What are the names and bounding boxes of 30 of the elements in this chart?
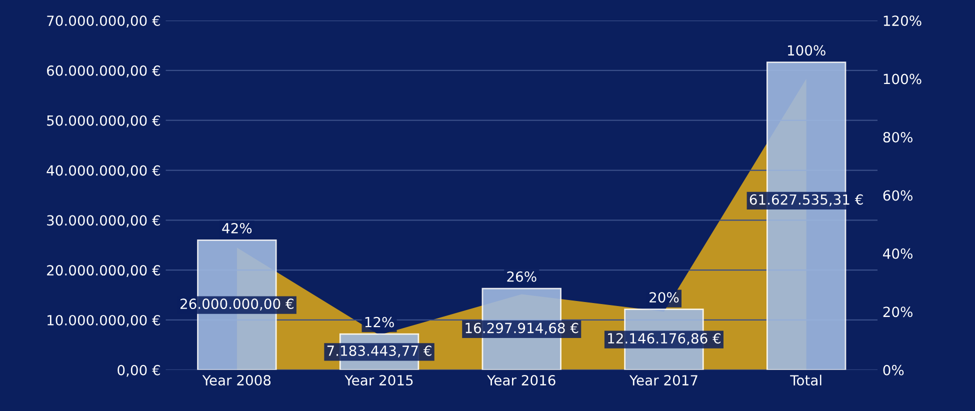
- y2-tick-label: 100%: [884, 74, 922, 84]
- data-label: 16.297.914,68 €: [466, 322, 578, 335]
- y2-tick-label: 0%: [883, 364, 904, 376]
- y-tick-label: 10.000.000,00 €: [48, 314, 160, 327]
- x-tick-label: Year 2015: [344, 375, 413, 386]
- y-tick-label: 70.000.000,00 €: [47, 16, 160, 28]
- data-label: 7.183.443,77 €: [327, 346, 432, 358]
- y-tick-label: 50.000.000,00 €: [47, 115, 160, 128]
- y-tick-label: 30.000.000,00 €: [47, 215, 160, 228]
- x-tick-label: Total: [790, 374, 822, 386]
- y2-tick-label: 20%: [883, 306, 912, 318]
- y2-tick-label: 40%: [883, 248, 912, 259]
- y-tick-label: 0,00 €: [118, 364, 160, 377]
- y2-tick-label: 120%: [884, 16, 922, 26]
- data-label: 12.146.176,86 €: [608, 333, 720, 346]
- x-tick-label: Year 2008: [202, 375, 271, 386]
- data-label: 12%: [365, 316, 394, 328]
- x-tick-label: Year 2017: [629, 375, 698, 386]
- data-label: 20%: [650, 292, 679, 303]
- y2-tick-label: 80%: [883, 132, 912, 142]
- data-label: 100%: [788, 45, 826, 56]
- y-tick-label: 40.000.000,00 €: [46, 165, 160, 178]
- x-tick-label: Year 2016: [487, 375, 556, 386]
- data-label: 26%: [507, 271, 536, 282]
- data-label: 42%: [222, 222, 252, 234]
- data-label: 61.627.535,31 €: [750, 194, 863, 206]
- y-tick-label: 20.000.000,00 €: [47, 265, 160, 277]
- data-label: 26.000.000,00 €: [180, 298, 294, 310]
- y2-tick-label: 60%: [883, 190, 912, 201]
- y-tick-label: 60.000.000,00 €: [47, 65, 160, 78]
